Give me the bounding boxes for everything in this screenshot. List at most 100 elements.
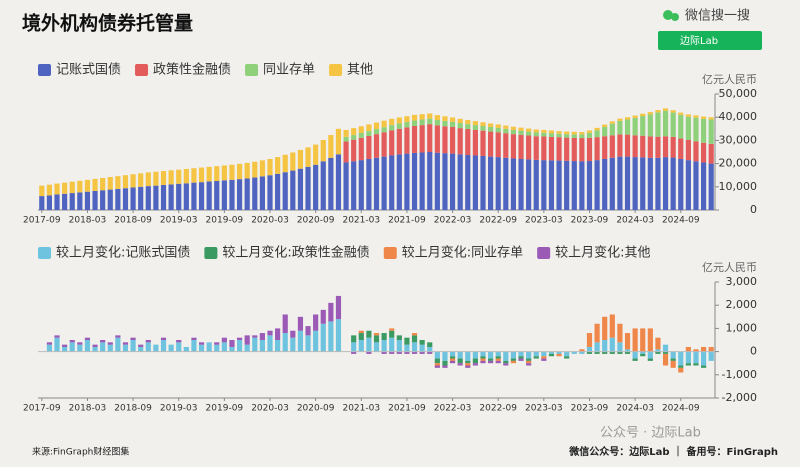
bar-segment <box>670 358 676 361</box>
bar-segment <box>84 337 91 340</box>
bar-segment <box>541 160 547 210</box>
bar-segment <box>488 126 494 132</box>
bar-segment <box>115 337 121 352</box>
bar-segment <box>244 335 250 345</box>
bar-segment <box>488 351 494 359</box>
bar-segment <box>168 170 174 185</box>
bar-segment <box>586 130 593 133</box>
bar-segment <box>488 131 494 157</box>
bar-segment <box>564 134 570 138</box>
bar-segment <box>176 183 182 210</box>
x-tick-label: 2017-09 <box>23 216 61 226</box>
bar-segment <box>282 154 288 173</box>
bar-segment <box>518 134 524 159</box>
bar-segment <box>411 333 418 336</box>
bar-segment <box>138 186 144 210</box>
bar-segment <box>69 342 75 352</box>
bar-segment <box>602 136 608 159</box>
bar-segment <box>343 141 349 163</box>
bar-segment <box>381 132 387 157</box>
bar-segment <box>275 157 281 174</box>
search-widget: 微信搜一搜 边际Lab <box>658 9 762 50</box>
bar-segment <box>624 351 631 354</box>
x-tick-label: 2018-09 <box>114 216 152 226</box>
bar-segment <box>335 295 342 320</box>
watermark: 公众号 · 边际Lab <box>600 426 701 441</box>
bar-segment <box>160 337 167 340</box>
bar-segment <box>640 116 646 136</box>
bar-segment <box>617 134 623 157</box>
bar-segment <box>358 330 364 334</box>
bar-segment <box>548 351 555 354</box>
bar-segment <box>526 128 532 132</box>
bar-segment <box>510 360 517 364</box>
bar-segment <box>198 342 205 345</box>
bar-segment <box>442 365 448 368</box>
x-tick-label: 2019-09 <box>206 216 244 226</box>
bar-segment <box>145 342 151 352</box>
logo <box>663 10 673 20</box>
bar-segment <box>122 175 129 189</box>
bar-segment <box>678 112 684 115</box>
y-tick-label: 30,000 <box>719 133 758 146</box>
bar-segment <box>434 115 440 120</box>
bar-segment <box>609 314 615 338</box>
bar-segment <box>647 328 653 352</box>
bar-segment <box>465 363 471 366</box>
bar-segment <box>579 161 585 210</box>
bar-segment <box>670 157 676 210</box>
bar-segment <box>632 351 638 359</box>
bar-segment <box>678 367 684 373</box>
bar-segment <box>267 335 273 352</box>
bar-segment <box>122 188 129 210</box>
bar-segment <box>617 351 623 354</box>
x-tick-label: 2018-03 <box>69 404 107 414</box>
bar-segment <box>366 158 372 210</box>
bar-segment <box>662 344 669 352</box>
bar-segment <box>153 171 159 186</box>
legend-swatch <box>383 247 397 259</box>
bar-segment <box>678 365 684 368</box>
bar-segment <box>396 351 402 354</box>
x-tick-label: 2019-09 <box>206 404 244 414</box>
bar-segment <box>449 117 456 122</box>
y-tick-label: 20,000 <box>719 157 758 170</box>
bar-segment <box>609 351 615 354</box>
bar-segment <box>480 360 486 364</box>
bar-segment <box>419 119 425 126</box>
bar-segment <box>122 342 129 345</box>
bar-segment <box>632 135 638 158</box>
bar-segment <box>617 118 623 121</box>
bar-segment <box>564 160 570 210</box>
bar-segment <box>533 136 539 160</box>
bar-segment <box>183 183 189 210</box>
bar-segment <box>640 113 646 117</box>
bar-segment <box>495 360 501 364</box>
bar-segment <box>701 346 707 352</box>
bar-segment <box>54 194 60 210</box>
bar-segment <box>343 162 349 210</box>
bar-segment <box>503 128 509 134</box>
bar-segment <box>351 135 357 140</box>
bar-segment <box>138 346 144 352</box>
bar-segment <box>708 143 714 164</box>
bar-segment <box>480 358 486 361</box>
bar-segment <box>122 344 129 352</box>
bar-segment <box>602 351 608 354</box>
bar-segment <box>548 353 555 357</box>
bar-segment <box>693 117 699 142</box>
bar-segment <box>602 158 608 210</box>
search-box[interactable] <box>658 31 762 50</box>
bar-segment <box>518 356 524 359</box>
bar-segment <box>305 326 311 336</box>
bar-segment <box>457 123 463 129</box>
x-tick-label: 2020-03 <box>251 216 289 226</box>
bar-segment <box>449 351 456 357</box>
bar-segment <box>145 172 151 187</box>
bar-segment <box>84 191 91 210</box>
x-tick-label: 2023-09 <box>571 216 609 226</box>
bar-segment <box>313 330 319 352</box>
bar-segment <box>556 131 562 134</box>
bar-segment <box>92 190 98 210</box>
